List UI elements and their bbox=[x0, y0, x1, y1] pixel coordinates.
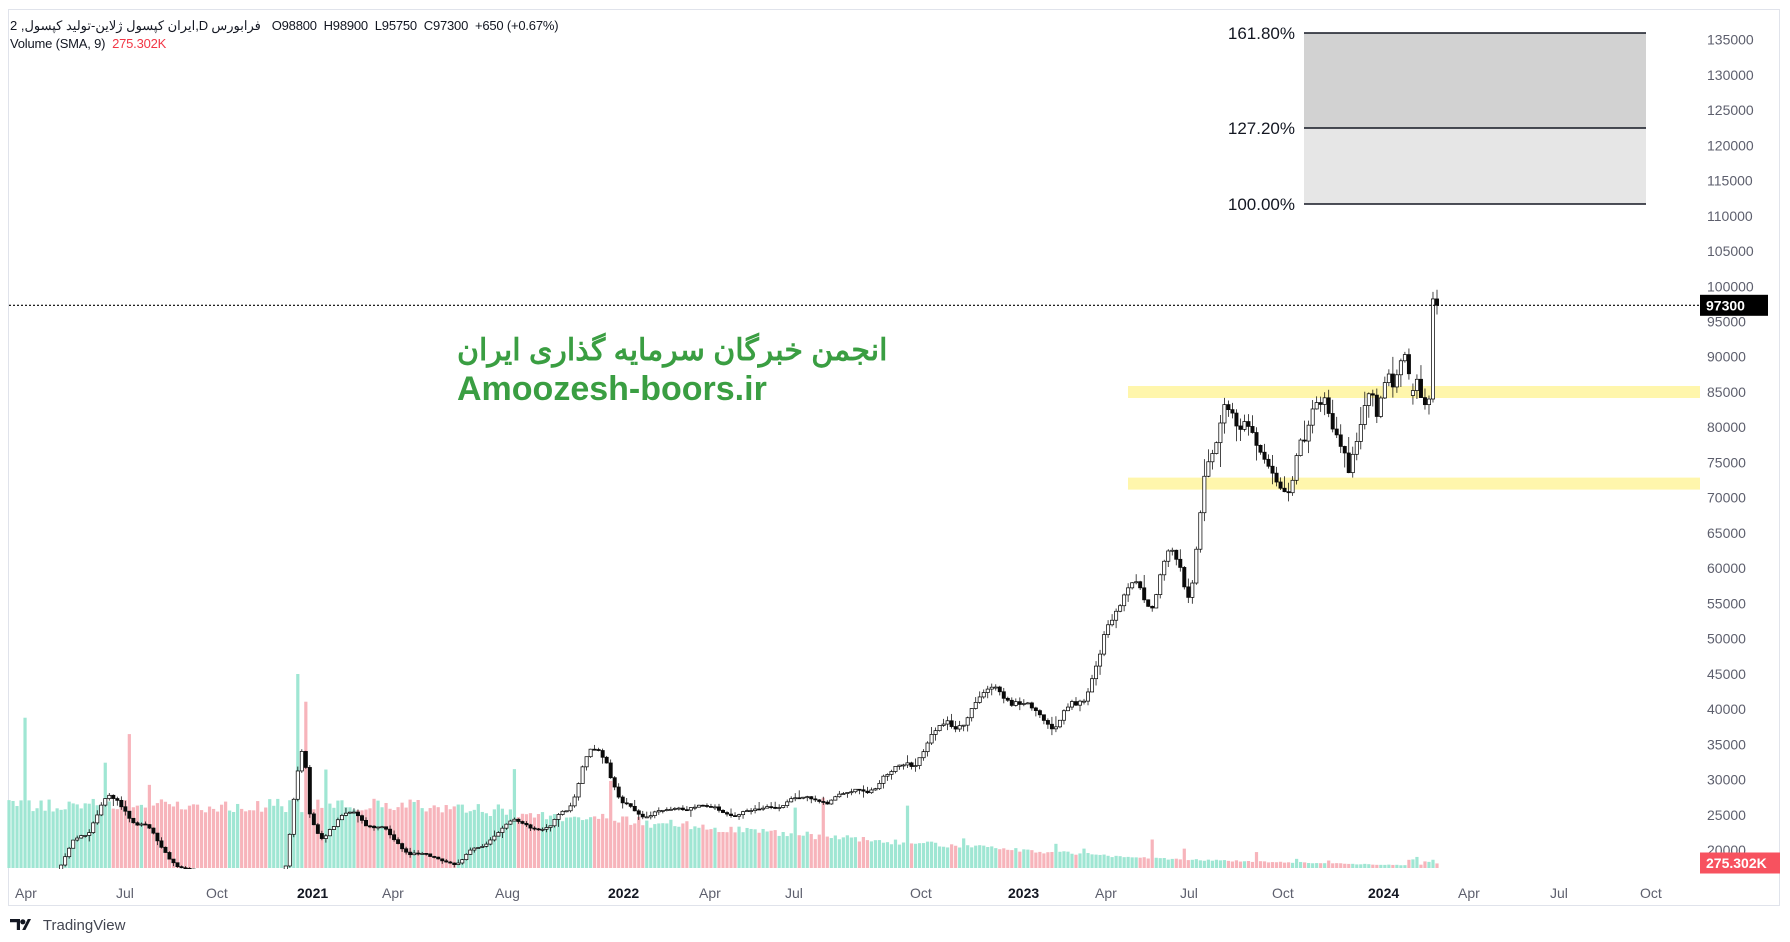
svg-text:100.00%: 100.00% bbox=[1228, 195, 1295, 214]
svg-text:40000: 40000 bbox=[1707, 701, 1746, 717]
svg-text:115000: 115000 bbox=[1707, 173, 1753, 189]
svg-text:2021: 2021 bbox=[297, 885, 328, 901]
svg-text:161.80%: 161.80% bbox=[1228, 24, 1295, 43]
svg-text:90000: 90000 bbox=[1707, 349, 1746, 365]
svg-text:135000: 135000 bbox=[1707, 32, 1754, 48]
svg-text:Oct: Oct bbox=[1640, 885, 1662, 901]
svg-text:105000: 105000 bbox=[1707, 243, 1754, 259]
svg-text:Apr: Apr bbox=[1095, 885, 1117, 901]
svg-text:Oct: Oct bbox=[206, 885, 228, 901]
svg-text:Oct: Oct bbox=[1272, 885, 1294, 901]
svg-text:45000: 45000 bbox=[1707, 666, 1746, 682]
svg-text:Aug: Aug bbox=[495, 885, 520, 901]
svg-text:Oct: Oct bbox=[910, 885, 932, 901]
svg-text:100000: 100000 bbox=[1707, 278, 1754, 294]
svg-text:30000: 30000 bbox=[1707, 772, 1746, 788]
svg-text:275.302K: 275.302K bbox=[1706, 855, 1767, 871]
svg-text:60000: 60000 bbox=[1707, 560, 1746, 576]
svg-text:97300: 97300 bbox=[1706, 297, 1745, 313]
svg-text:80000: 80000 bbox=[1707, 419, 1746, 435]
svg-text:127.20%: 127.20% bbox=[1228, 119, 1295, 138]
svg-text:Jul: Jul bbox=[785, 885, 803, 901]
svg-text:125000: 125000 bbox=[1707, 102, 1754, 118]
svg-text:75000: 75000 bbox=[1707, 454, 1746, 470]
svg-text:Apr: Apr bbox=[699, 885, 721, 901]
svg-text:55000: 55000 bbox=[1707, 595, 1746, 611]
svg-text:Apr: Apr bbox=[15, 885, 37, 901]
svg-text:2023: 2023 bbox=[1008, 885, 1039, 901]
svg-text:Jul: Jul bbox=[1550, 885, 1568, 901]
svg-text:120000: 120000 bbox=[1707, 137, 1754, 153]
svg-text:Jul: Jul bbox=[1180, 885, 1198, 901]
svg-text:110000: 110000 bbox=[1707, 208, 1753, 224]
svg-text:35000: 35000 bbox=[1707, 736, 1746, 752]
svg-text:50000: 50000 bbox=[1707, 631, 1746, 647]
svg-text:Jul: Jul bbox=[116, 885, 134, 901]
svg-text:25000: 25000 bbox=[1707, 807, 1746, 823]
svg-text:Apr: Apr bbox=[1458, 885, 1480, 901]
svg-text:95000: 95000 bbox=[1707, 314, 1746, 330]
svg-text:70000: 70000 bbox=[1707, 490, 1746, 506]
svg-text:65000: 65000 bbox=[1707, 525, 1746, 541]
svg-text:2024: 2024 bbox=[1368, 885, 1399, 901]
svg-text:2022: 2022 bbox=[608, 885, 639, 901]
svg-text:130000: 130000 bbox=[1707, 67, 1754, 83]
svg-text:Apr: Apr bbox=[382, 885, 404, 901]
svg-text:85000: 85000 bbox=[1707, 384, 1746, 400]
